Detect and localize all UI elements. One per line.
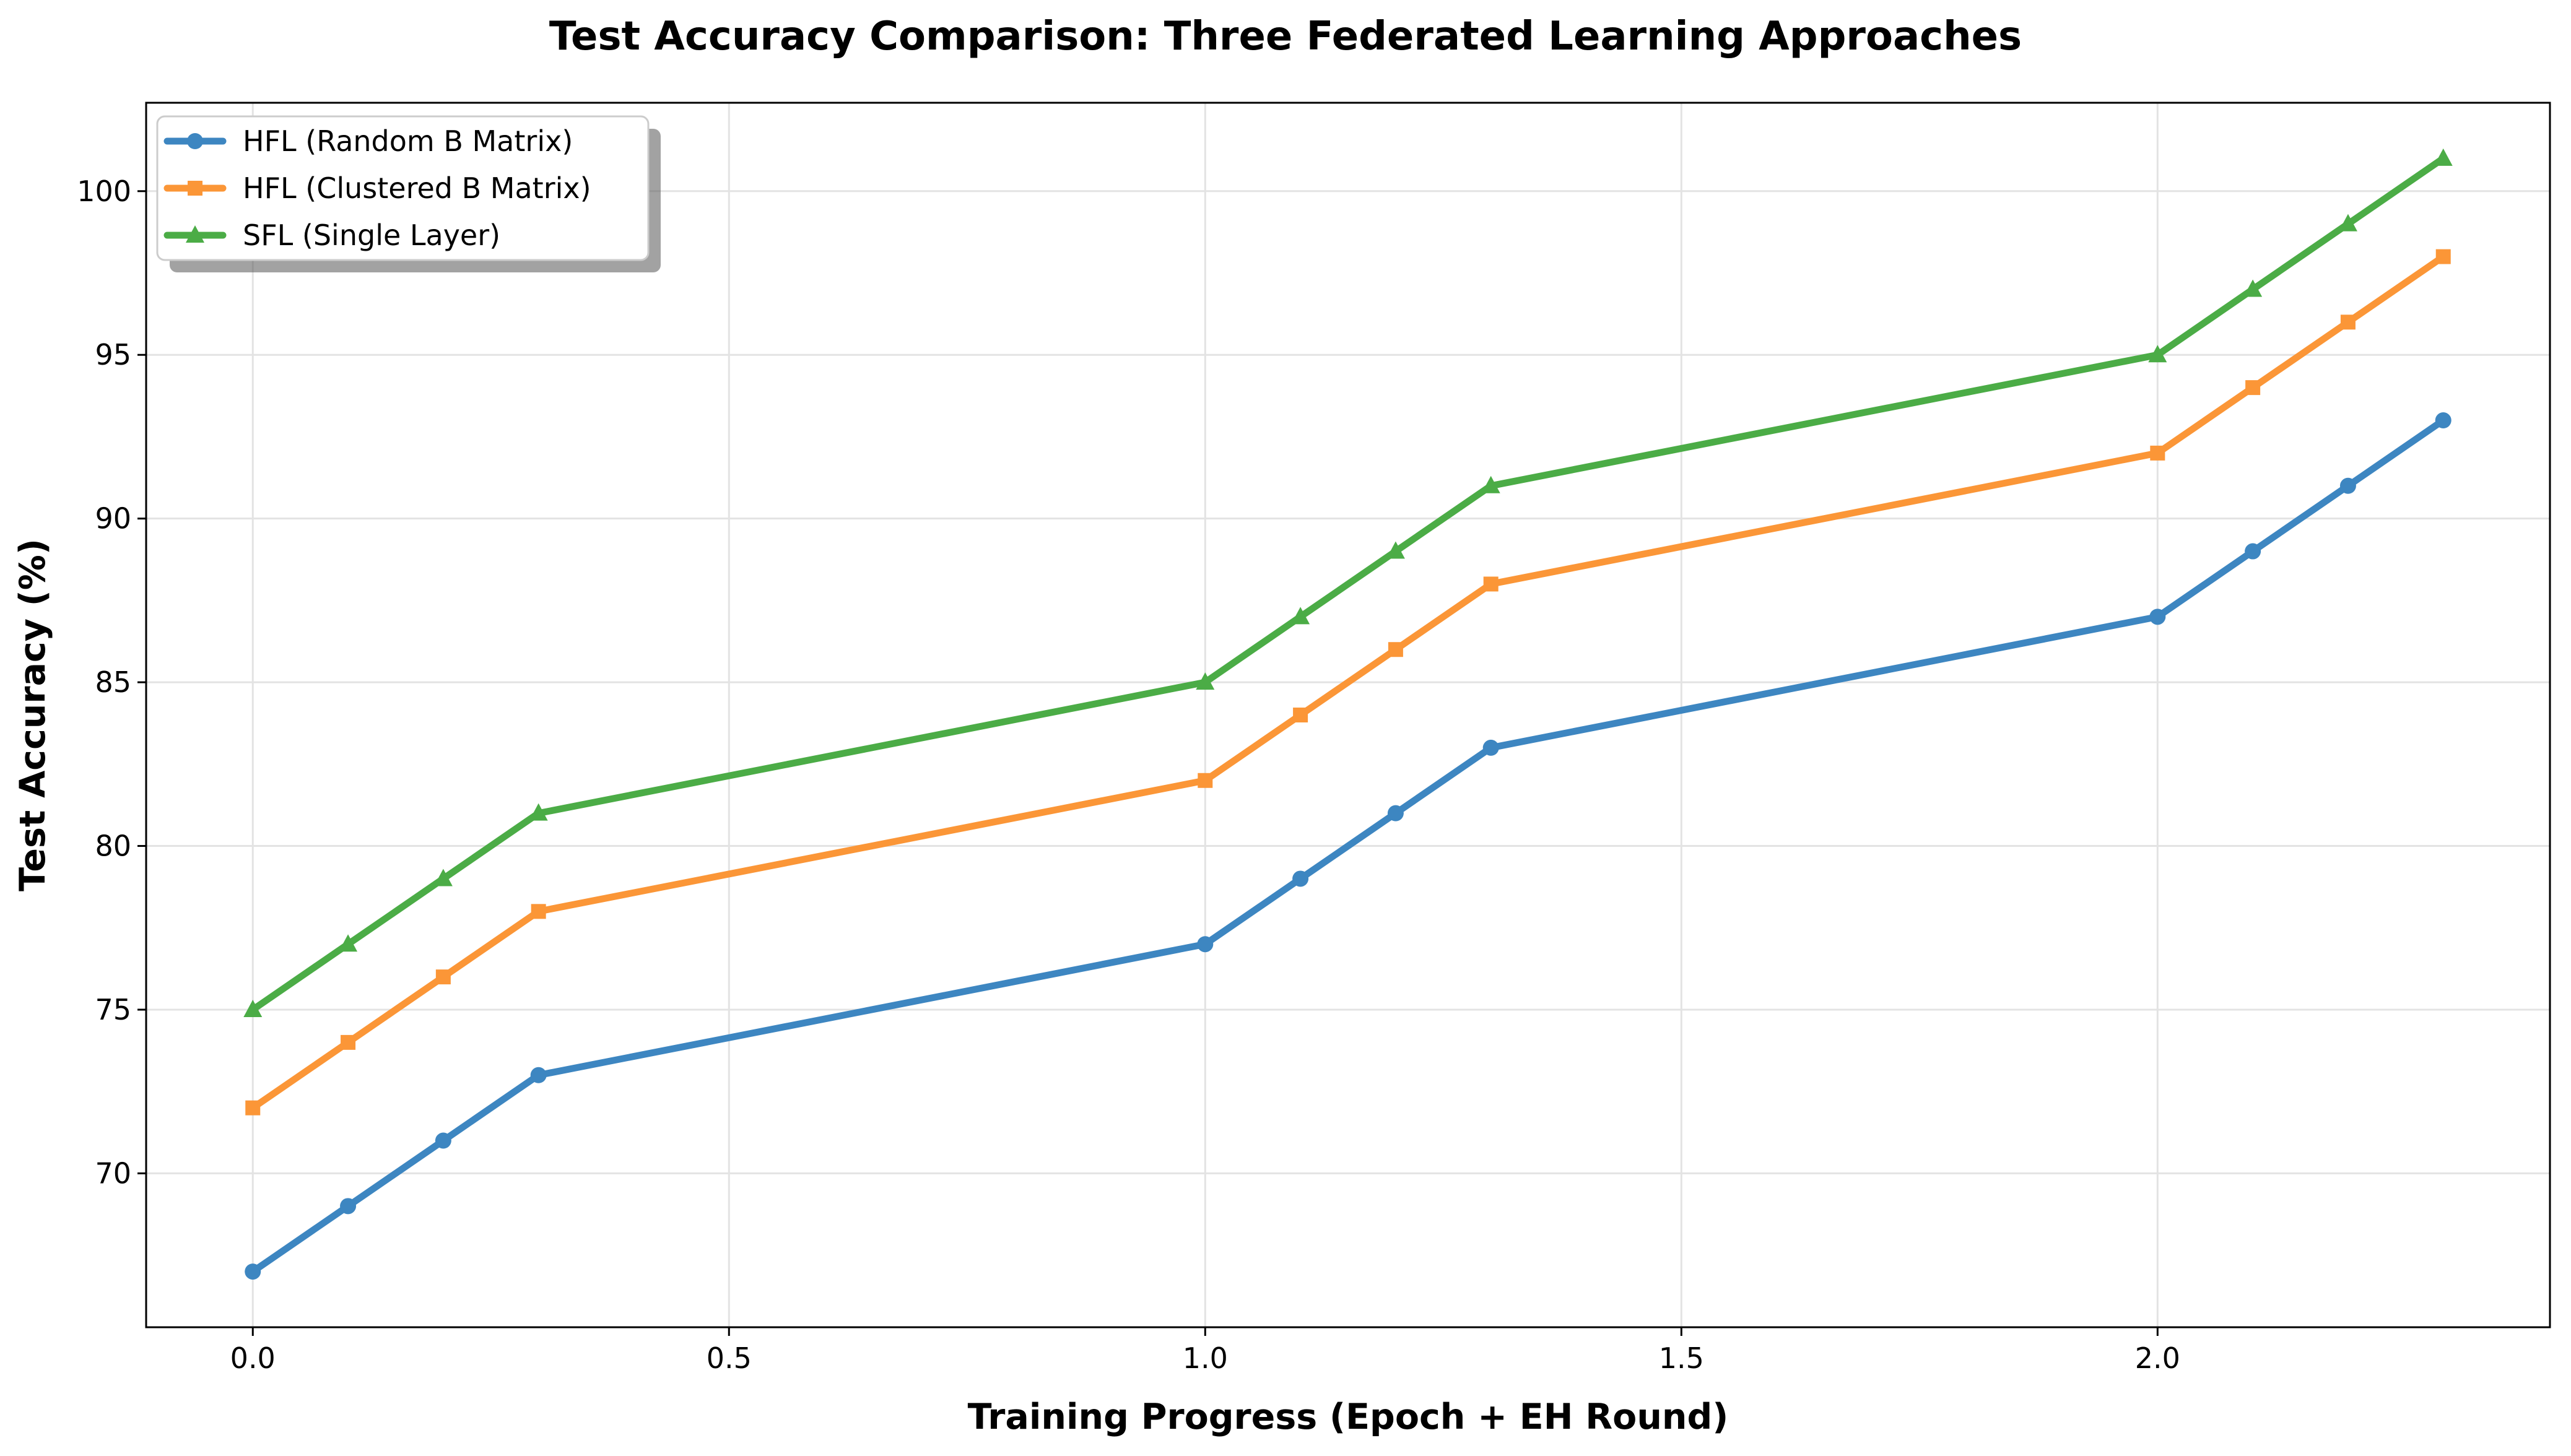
data-point: [2149, 609, 2166, 625]
data-point: [2148, 345, 2167, 363]
data-point: [2435, 249, 2451, 264]
data-point: [2243, 279, 2263, 297]
data-point: [2435, 412, 2451, 429]
data-point: [435, 969, 451, 985]
data-point: [2340, 314, 2356, 330]
data-point: [1291, 607, 1310, 625]
legend-marker: [187, 133, 203, 149]
series-line: [249, 155, 2447, 1013]
y-axis-label: Test Accuracy (%): [12, 539, 53, 891]
x-axis-ticks: 0.0 0.5 1.0 1.5 2.0: [230, 1327, 2180, 1375]
series-3: [243, 148, 2453, 1017]
legend-entry: SFL (Single Layer): [163, 219, 500, 252]
legend-marker: [186, 225, 204, 243]
series-2: [245, 249, 2451, 1116]
legend-label: HFL (Clustered B Matrix): [243, 171, 591, 205]
data-point: [1292, 870, 1309, 887]
legend-items: HFL (Random B Matrix) HFL (Clustered B Ma…: [163, 124, 591, 252]
data-point: [1481, 475, 1500, 493]
data-point: [2245, 543, 2261, 560]
data-point: [2339, 477, 2356, 494]
data-point: [531, 904, 546, 919]
data-point: [1293, 708, 1308, 722]
data-point: [1198, 773, 1213, 788]
y-tick-label: 70: [95, 1156, 131, 1190]
data-point: [341, 1034, 356, 1050]
plot-frame: [145, 102, 2551, 1328]
data-point: [1483, 576, 1499, 592]
y-tick-label: 75: [95, 993, 131, 1026]
data-point: [1386, 541, 1405, 559]
x-axis-label: Training Progress (Epoch + EH Round): [968, 1397, 1729, 1437]
legend-label: SFL (Single Layer): [243, 219, 500, 252]
x-tick-label: 1.5: [1659, 1341, 1704, 1375]
chart-title: Test Accuracy Comparison: Three Federate…: [549, 14, 2022, 59]
data-point: [1387, 805, 1404, 821]
legend-label: HFL (Random B Matrix): [243, 124, 573, 158]
series-layer: [243, 148, 2453, 1280]
legend-frame: [156, 115, 650, 261]
y-tick-label: 95: [95, 338, 131, 371]
data-point: [245, 1263, 261, 1280]
data-point: [2338, 214, 2357, 232]
data-point: [1482, 739, 1499, 756]
data-point: [2245, 380, 2261, 396]
series-line: [249, 253, 2447, 1112]
data-point: [1388, 642, 1403, 657]
legend-marker: [188, 181, 202, 196]
data-point: [339, 934, 358, 952]
x-tick-label: 0.0: [230, 1341, 276, 1375]
data-point: [433, 869, 453, 886]
data-point: [530, 1067, 547, 1083]
legend-entry: HFL (Clustered B Matrix): [163, 171, 591, 205]
data-point: [1196, 672, 1215, 690]
data-point: [243, 999, 263, 1017]
x-tick-label: 2.0: [2135, 1341, 2180, 1375]
y-axis-ticks: 70 75 80 85 90 95 100: [77, 175, 146, 1190]
legend: HFL (Random B Matrix) HFL (Clustered B Ma…: [156, 115, 661, 272]
y-tick-label: 90: [95, 502, 131, 535]
y-tick-label: 80: [95, 830, 131, 863]
legend-entry: HFL (Random B Matrix): [163, 124, 573, 158]
x-tick-label: 1.0: [1183, 1341, 1228, 1375]
data-point: [2434, 148, 2453, 166]
data-point: [529, 803, 548, 821]
y-tick-label: 85: [95, 665, 131, 699]
data-point: [1197, 936, 1214, 953]
series-line: [249, 417, 2447, 1275]
x-tick-label: 0.5: [707, 1341, 752, 1375]
series-1: [245, 412, 2451, 1280]
data-point: [435, 1132, 451, 1149]
data-point: [340, 1198, 357, 1215]
data-point: [245, 1100, 261, 1116]
y-tick-label: 100: [77, 175, 131, 208]
data-point: [2150, 445, 2165, 461]
